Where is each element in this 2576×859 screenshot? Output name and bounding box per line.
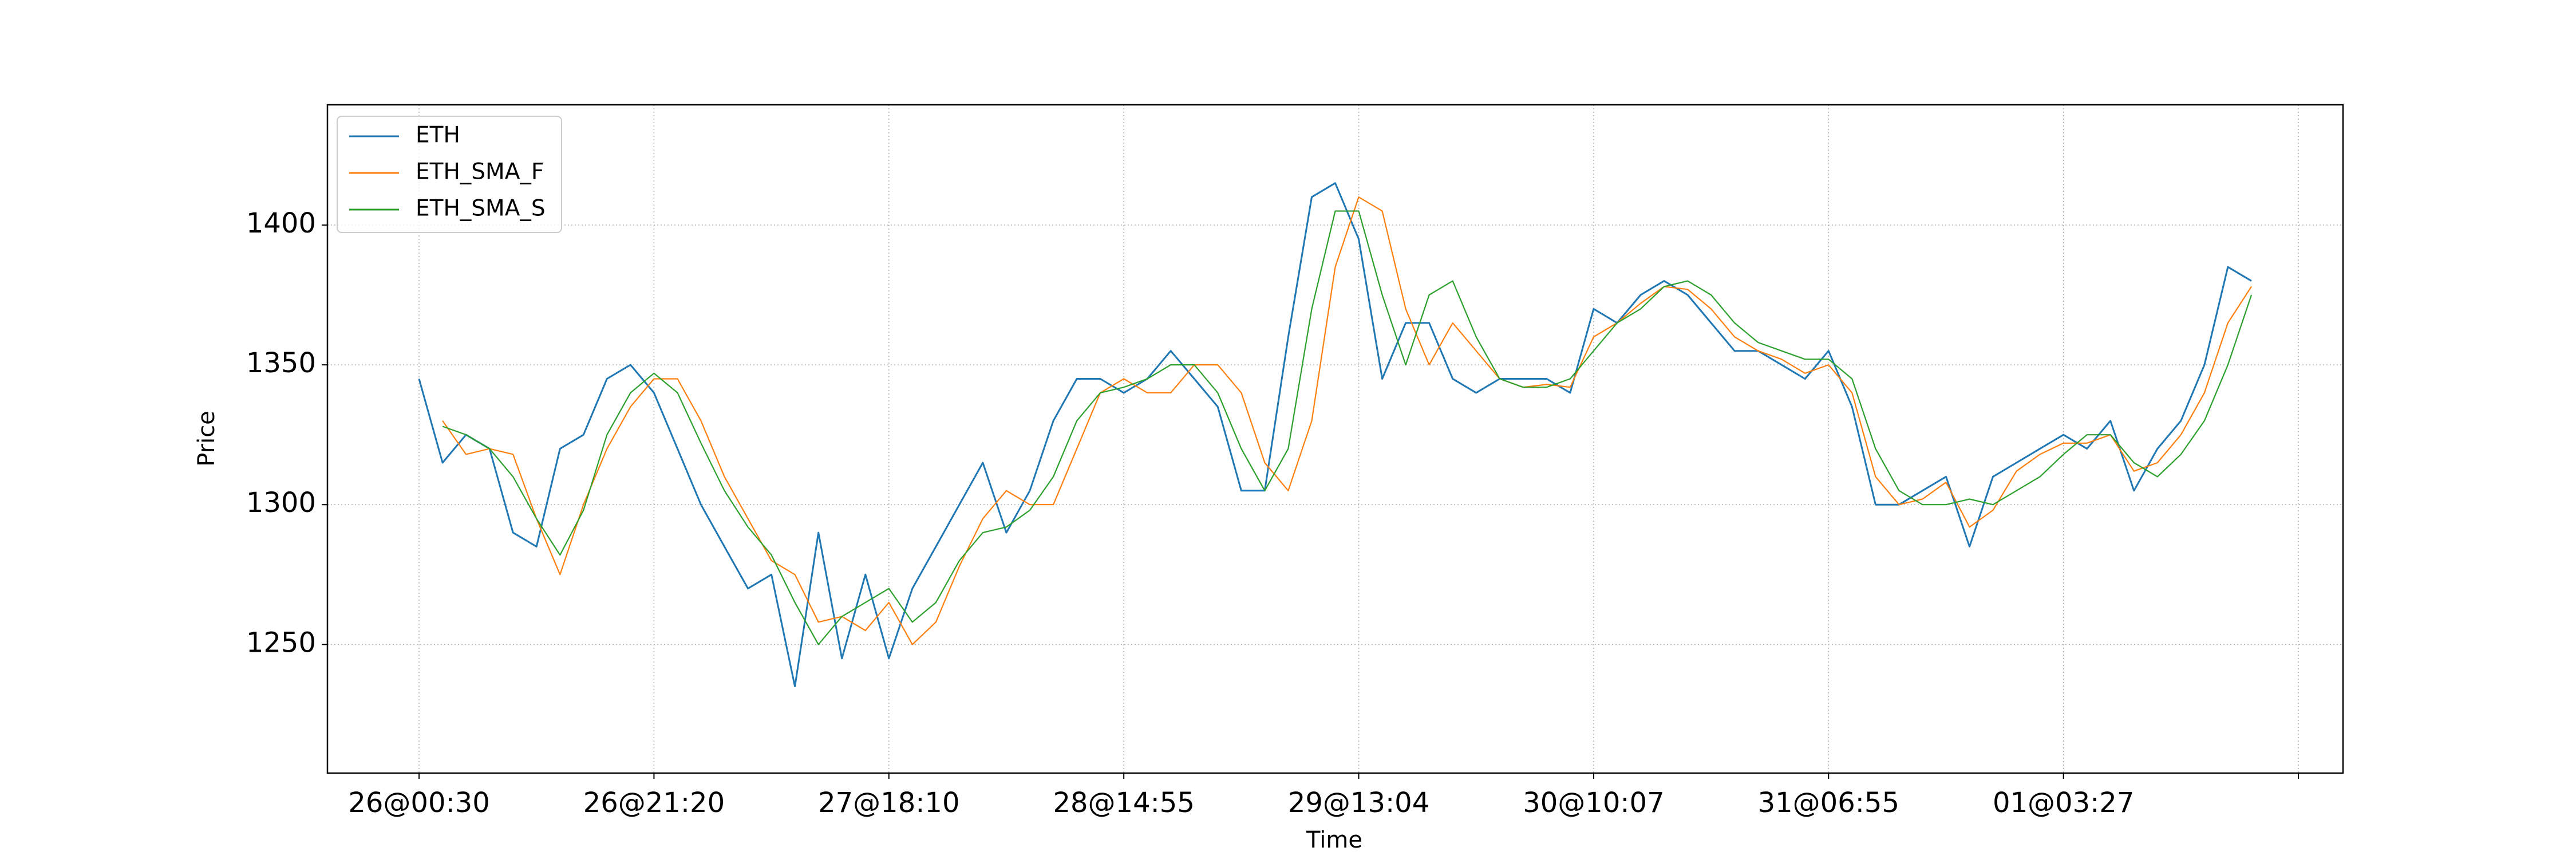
y-tick-label: 1350 — [246, 347, 316, 379]
legend-label: ETH_SMA_F — [416, 159, 544, 185]
legend-label: ETH_SMA_S — [416, 196, 546, 222]
x-tick-label: 27@18:10 — [818, 787, 959, 819]
legend: ETH ETH_SMA_F ETH_SMA_S — [337, 116, 562, 233]
x-tick-label: 30@10:07 — [1523, 787, 1664, 819]
legend-box — [337, 116, 562, 233]
y-tick-label: 1400 — [246, 207, 316, 239]
y-tick-label: 1250 — [246, 626, 316, 659]
x-tick-label: 31@06:55 — [1758, 787, 1899, 819]
x-tick-label: 26@00:30 — [348, 787, 489, 819]
x-tick-label: 26@21:20 — [583, 787, 725, 819]
x-tick-label: 28@14:55 — [1053, 787, 1194, 819]
x-axis-label: Time — [1306, 827, 1362, 853]
x-tick-label: 01@03:27 — [1993, 787, 2134, 819]
x-tick-label: 29@13:04 — [1288, 787, 1429, 819]
y-tick-label: 1300 — [246, 487, 316, 519]
series-line — [442, 196, 2252, 645]
axes-frame — [326, 104, 2344, 774]
legend-label: ETH — [416, 123, 460, 148]
y-axis-label: Price — [193, 411, 220, 467]
series-line — [442, 210, 2253, 645]
series-line — [418, 182, 2252, 688]
